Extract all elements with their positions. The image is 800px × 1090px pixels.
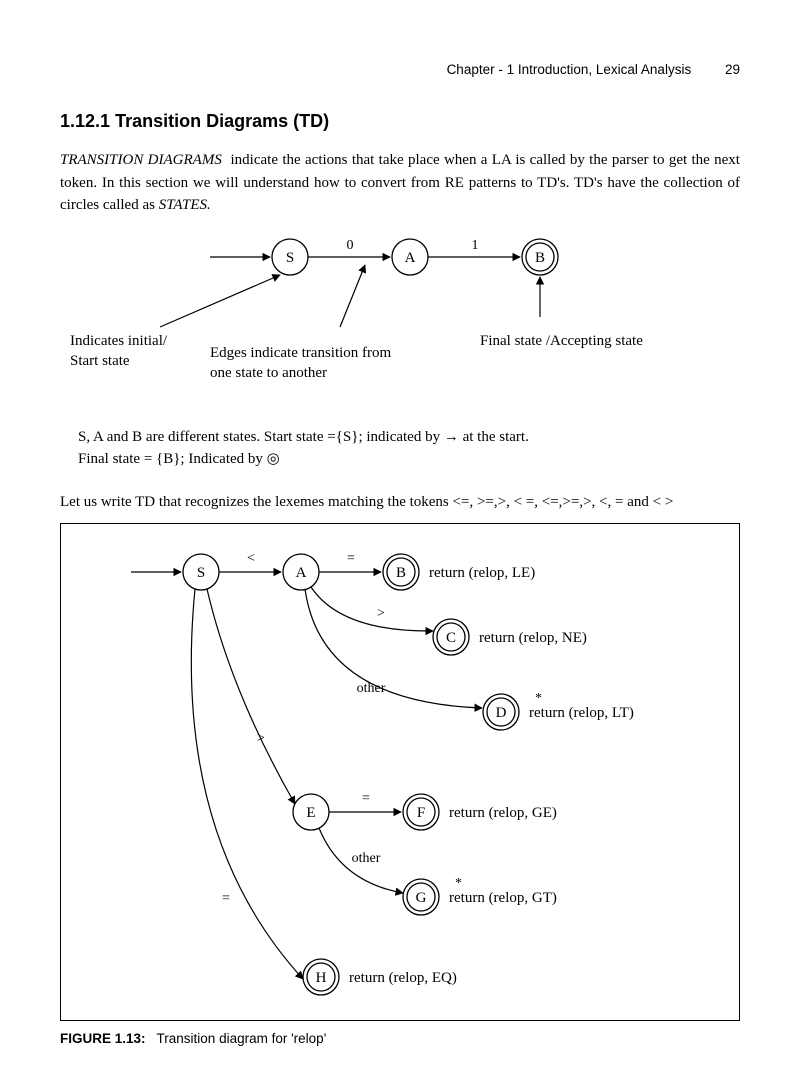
page-header: Chapter - 1 Introduction, Lexical Analys…: [60, 60, 740, 80]
states-note: S, A and B are different states. Start s…: [78, 426, 740, 471]
svg-text:return (relop, LT): return (relop, LT): [529, 705, 634, 721]
section-heading: 1.12.1 Transition Diagrams (TD): [60, 108, 740, 135]
chapter-label: Chapter - 1 Introduction, Lexical Analys…: [447, 62, 692, 77]
svg-text:one state to another: one state to another: [210, 365, 327, 381]
svg-text:Start state: Start state: [70, 353, 130, 369]
svg-text:D: D: [496, 705, 507, 721]
section-number: 1.12.1: [60, 111, 110, 131]
svg-text:G: G: [416, 890, 427, 906]
svg-text:B: B: [535, 250, 545, 266]
svg-text:return (relop, GT): return (relop, GT): [449, 890, 557, 906]
svg-text:B: B: [396, 565, 406, 581]
svg-text:S: S: [197, 565, 205, 581]
svg-text:E: E: [306, 805, 315, 821]
svg-text:>: >: [377, 606, 385, 621]
svg-text:A: A: [405, 250, 416, 266]
page-number: 29: [725, 60, 740, 80]
svg-text:return (relop, EQ): return (relop, EQ): [349, 970, 457, 986]
section-title: Transition Diagrams (TD): [115, 111, 329, 131]
term-states: STATES.: [159, 197, 211, 213]
svg-text:=: =: [347, 551, 355, 566]
svg-text:F: F: [417, 805, 425, 821]
svg-text:=: =: [362, 791, 370, 806]
states-note-a: S, A and B are different states. Start s…: [78, 429, 529, 445]
diagram-2-box: < = > other > = other = S A Breturn (relop, LE) Cre…: [60, 523, 740, 1021]
figure-number: FIGURE 1.13:: [60, 1031, 146, 1046]
figure-caption: FIGURE 1.13: Transition diagram for 'rel…: [60, 1029, 740, 1049]
svg-text:Indicates initial/: Indicates initial/: [70, 333, 168, 349]
term-td: TRANSITION DIAGRAMS: [60, 152, 222, 168]
svg-text:return (relop, LE): return (relop, LE): [429, 565, 535, 581]
svg-text:0: 0: [347, 238, 354, 253]
svg-text:Edges indicate transition from: Edges indicate transition from: [210, 345, 392, 361]
svg-text:H: H: [316, 970, 327, 986]
para-2: Let us write TD that recognizes the lexe…: [60, 491, 740, 514]
states-note-b: Final state = {B}; Indicated by ◎: [78, 451, 280, 467]
svg-text:=: =: [222, 891, 230, 906]
svg-text:A: A: [296, 565, 307, 581]
svg-text:S: S: [286, 250, 294, 266]
svg-text:return (relop, GE): return (relop, GE): [449, 805, 557, 821]
diagram-1: 0 1 S A B Indicates initial/Start state Edges …: [60, 227, 740, 412]
svg-text:*: *: [535, 691, 542, 706]
svg-text:*: *: [455, 876, 462, 891]
svg-text:>: >: [257, 731, 265, 746]
svg-text:return (relop, NE): return (relop, NE): [479, 630, 587, 646]
svg-text:Final state /Accepting state: Final state /Accepting state: [480, 333, 643, 349]
figure-text: Transition diagram for 'relop': [157, 1031, 327, 1046]
svg-text:C: C: [446, 630, 456, 646]
svg-text:other: other: [352, 851, 381, 866]
svg-text:1: 1: [472, 238, 479, 253]
svg-text:<: <: [247, 551, 255, 566]
intro-paragraph: TRANSITION DIAGRAMS indicate the actions…: [60, 149, 740, 217]
svg-text:other: other: [357, 681, 386, 696]
